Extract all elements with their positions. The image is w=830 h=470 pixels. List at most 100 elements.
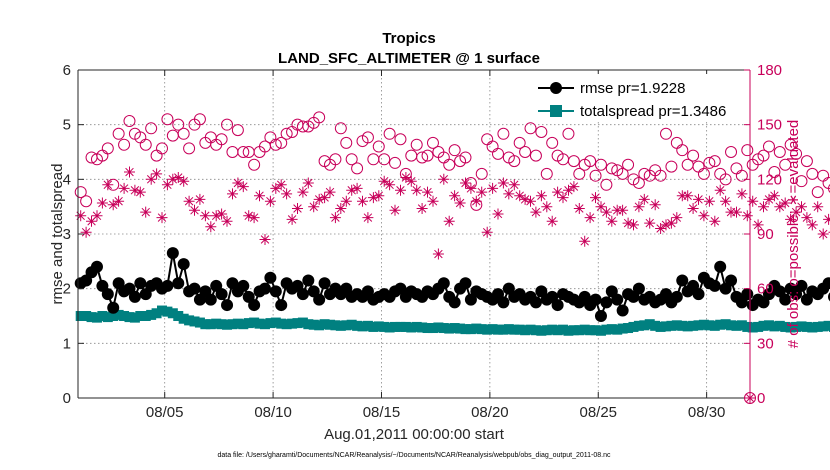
obs-evaluated-point	[546, 215, 558, 227]
spread-point	[720, 319, 731, 330]
spread-point	[417, 322, 428, 333]
obs-evaluated-point	[367, 192, 379, 204]
obs-evaluated-point	[264, 195, 276, 207]
spread-point	[108, 311, 119, 321]
obs-evaluated-point	[91, 210, 103, 222]
spread-point	[623, 323, 634, 334]
obs-evaluated-point	[96, 197, 108, 209]
rmse-point	[795, 279, 808, 292]
spread-point	[612, 324, 623, 335]
obs-evaluated-point	[161, 179, 173, 191]
spread-point	[102, 312, 113, 323]
obs-evaluated-point	[714, 184, 726, 196]
y-tick-label: 0	[63, 390, 71, 407]
spread-point	[563, 325, 574, 336]
obs-possible-point	[573, 167, 586, 180]
rmse-series	[74, 247, 830, 322]
x-tick-label: 08/25	[579, 404, 617, 421]
obs-evaluated-point	[313, 193, 325, 205]
obs-evaluated-point	[270, 182, 282, 194]
obs-evaluated-point	[384, 179, 396, 191]
spread-point	[151, 308, 162, 319]
obs-evaluated-point	[720, 195, 732, 207]
spread-point	[129, 312, 140, 323]
spread-point	[530, 325, 541, 336]
obs-possible-point	[231, 124, 244, 137]
rmse-point	[779, 293, 792, 306]
spread-point	[81, 311, 92, 321]
obs-possible-point	[112, 127, 125, 140]
spread-point	[449, 323, 460, 334]
spread-point	[400, 321, 411, 332]
spread-point	[124, 312, 135, 323]
obs-evaluated-point	[107, 199, 119, 211]
rmse-point	[264, 271, 277, 284]
obs-evaluated-point	[563, 184, 574, 196]
y-axis-label: rmse and totalspread	[49, 164, 66, 305]
obs-possible-point	[372, 140, 385, 153]
obs-possible-point	[654, 169, 667, 182]
spread-point	[617, 323, 628, 334]
obs-possible-point	[269, 138, 282, 151]
obs-evaluated-point	[508, 179, 520, 191]
obs-possible-point	[535, 125, 548, 138]
spread-point	[742, 321, 753, 332]
obs-evaluated-point	[411, 184, 423, 196]
obs-possible-point	[697, 167, 710, 180]
obs-evaluated-point	[243, 210, 255, 222]
obs-possible-point	[605, 162, 618, 175]
obs-evaluated-point	[514, 190, 526, 202]
y2-tick-label: 90	[757, 226, 774, 243]
obs-evaluated-point	[530, 206, 542, 218]
obs-possible-point	[172, 118, 185, 131]
spread-point	[395, 321, 406, 332]
obs-possible-point	[632, 176, 645, 189]
legend-spread-label: totalspread pr=1.3486	[580, 103, 726, 120]
obs-evaluated-point	[281, 188, 293, 200]
obs-possible-point	[817, 169, 830, 182]
obs-evaluated-point	[606, 215, 618, 227]
spread-point	[146, 309, 157, 320]
obs-evaluated-point	[118, 182, 130, 194]
spread-point	[671, 320, 682, 331]
obs-evaluated-point	[194, 193, 206, 205]
obs-possible-point	[470, 198, 483, 211]
spread-point	[791, 321, 802, 332]
spread-point	[753, 321, 764, 332]
spread-point	[520, 325, 531, 336]
obs-evaluated-point	[801, 212, 813, 224]
obs-possible-point	[416, 151, 429, 164]
data-file-footnote: data file: /Users/gharamti/Documents/NCA…	[217, 452, 611, 459]
obs-evaluated-point	[557, 192, 569, 204]
obs-possible-point	[622, 158, 635, 171]
obs-possible-point	[529, 149, 542, 162]
spread-point	[287, 318, 298, 329]
obs-possible-point	[101, 142, 114, 155]
spread-point	[157, 305, 167, 316]
spread-point	[276, 318, 287, 329]
obs-possible-point	[389, 156, 402, 169]
spread-point	[796, 321, 807, 332]
rmse-point	[237, 279, 250, 292]
spread-point	[731, 320, 742, 331]
x-tick-label: 08/30	[688, 404, 726, 421]
rmse-point	[161, 279, 174, 292]
spread-point	[628, 321, 639, 332]
obs-evaluated-point	[758, 201, 769, 213]
rmse-point	[258, 282, 271, 295]
obs-possible-point	[475, 167, 488, 180]
obs-evaluated-point	[178, 175, 190, 187]
obs-possible-point	[795, 175, 808, 188]
spread-point	[655, 321, 666, 332]
obs-evaluated-point	[340, 195, 352, 207]
obs-evaluated-point	[660, 219, 672, 231]
rmse-point	[215, 288, 228, 301]
obs-evaluated-point	[357, 195, 368, 207]
spread-point	[568, 325, 579, 336]
obs-possible-point	[448, 144, 461, 157]
x-tick-label: 08/15	[363, 404, 401, 421]
obs-possible-point	[741, 144, 754, 157]
spread-point	[162, 306, 173, 317]
obs-evaluated-point	[741, 210, 753, 222]
obs-evaluated-point	[481, 226, 493, 238]
